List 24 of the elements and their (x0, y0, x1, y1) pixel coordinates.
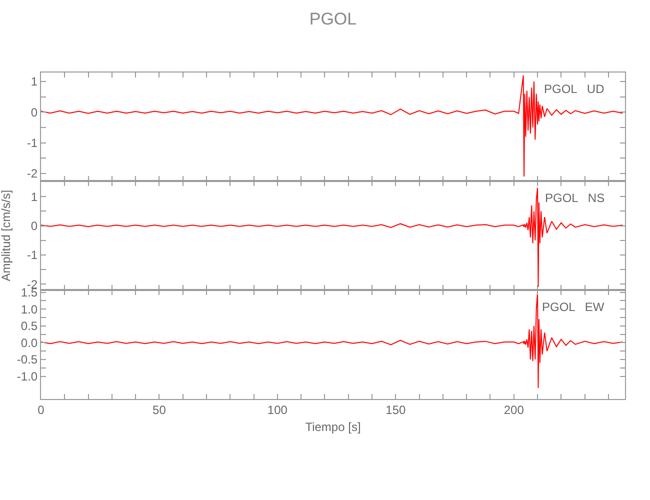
y-axis-title: Amplitud [cm/s/s] (0, 190, 14, 282)
y-tick-label: 1.0 (20, 302, 38, 316)
y-tick-label: 0 (30, 105, 38, 120)
annotation: PGOL UD (544, 82, 605, 96)
y-tick-label: -1 (26, 248, 38, 262)
y-tick-label: -1.0 (16, 369, 38, 384)
y-tick-label: -1 (26, 136, 38, 150)
x-tick-label: 50 (152, 403, 166, 418)
y-tick-label: 0.5 (20, 319, 38, 334)
chart-title: PGOL (309, 9, 357, 28)
y-tick-label: 0 (30, 218, 38, 233)
annotation: PGOL NS (545, 191, 605, 205)
line-series (41, 74, 624, 178)
y-tick-label: 1 (30, 74, 38, 89)
x-tick-label: 100 (267, 403, 288, 418)
y-tick-label: -0.5 (16, 352, 38, 367)
x-tick-label: 200 (504, 403, 524, 418)
line-series (41, 187, 624, 288)
x-axis-title: Tiempo [s] (305, 420, 361, 434)
y-tick-label: -2 (26, 166, 38, 181)
y-tick-label: 0.0 (20, 336, 38, 350)
y-tick-label: 1 (30, 190, 38, 204)
x-tick-label: 150 (386, 403, 406, 418)
annotation: PGOL EW (542, 300, 605, 314)
